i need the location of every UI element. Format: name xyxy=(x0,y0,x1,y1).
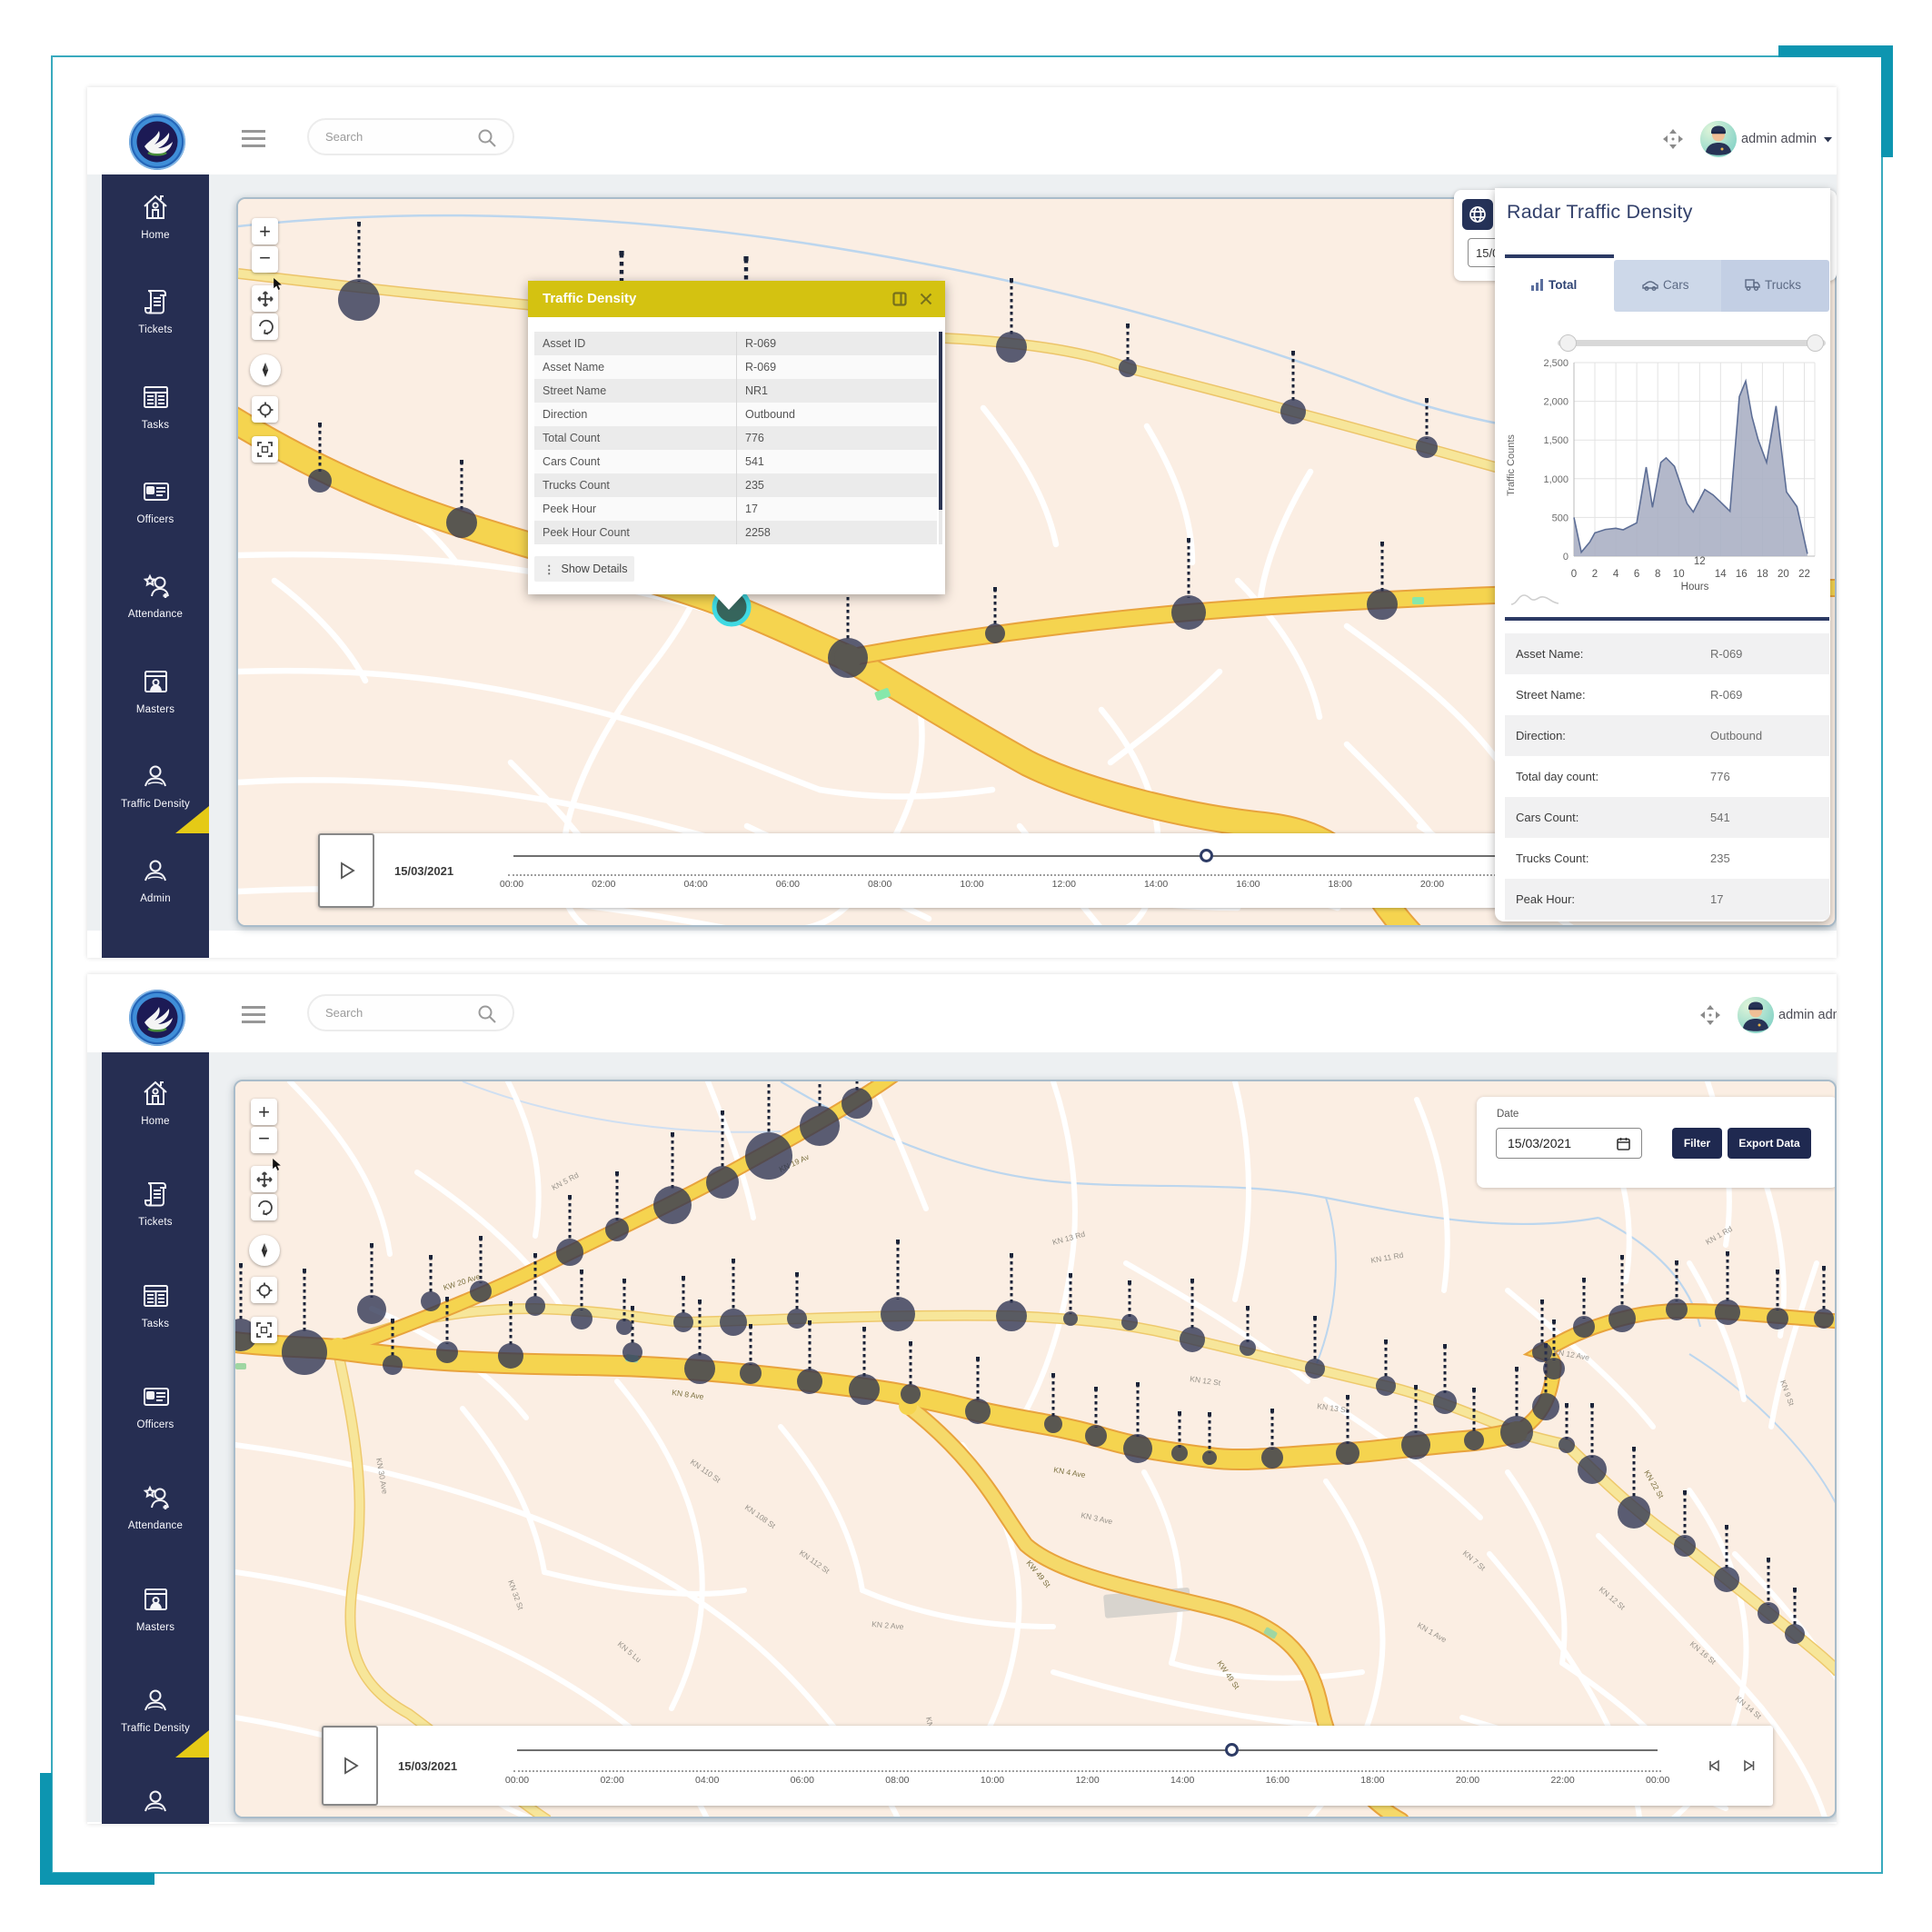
svg-text:KN 8 Ave: KN 8 Ave xyxy=(672,1388,705,1401)
svg-text:2,000: 2,000 xyxy=(1543,397,1569,408)
svg-text:8: 8 xyxy=(1655,569,1660,580)
svg-text:20: 20 xyxy=(1778,569,1789,580)
svg-text:2: 2 xyxy=(1592,569,1598,580)
svg-text:1,500: 1,500 xyxy=(1543,435,1569,446)
svg-text:14: 14 xyxy=(1715,569,1727,580)
svg-text:0: 0 xyxy=(1571,569,1577,580)
svg-text:2,500: 2,500 xyxy=(1543,358,1569,369)
svg-text:10: 10 xyxy=(1673,569,1685,580)
svg-text:6: 6 xyxy=(1634,569,1639,580)
svg-text:12: 12 xyxy=(1694,556,1706,567)
svg-text:22: 22 xyxy=(1798,569,1810,580)
svg-text:18: 18 xyxy=(1757,569,1768,580)
svg-text:KN 2 Ave: KN 2 Ave xyxy=(871,1619,904,1631)
svg-text:Traffic Counts: Traffic Counts xyxy=(1506,434,1517,496)
svg-text:KN 13 St: KN 13 St xyxy=(1317,1401,1349,1415)
svg-text:1,000: 1,000 xyxy=(1543,474,1569,485)
svg-text:16: 16 xyxy=(1736,569,1748,580)
svg-text:Hours: Hours xyxy=(1681,582,1709,593)
svg-text:KN 12 St: KN 12 St xyxy=(1190,1374,1222,1388)
svg-text:0: 0 xyxy=(1563,552,1569,563)
svg-text:4: 4 xyxy=(1613,569,1619,580)
svg-text:500: 500 xyxy=(1552,513,1569,523)
